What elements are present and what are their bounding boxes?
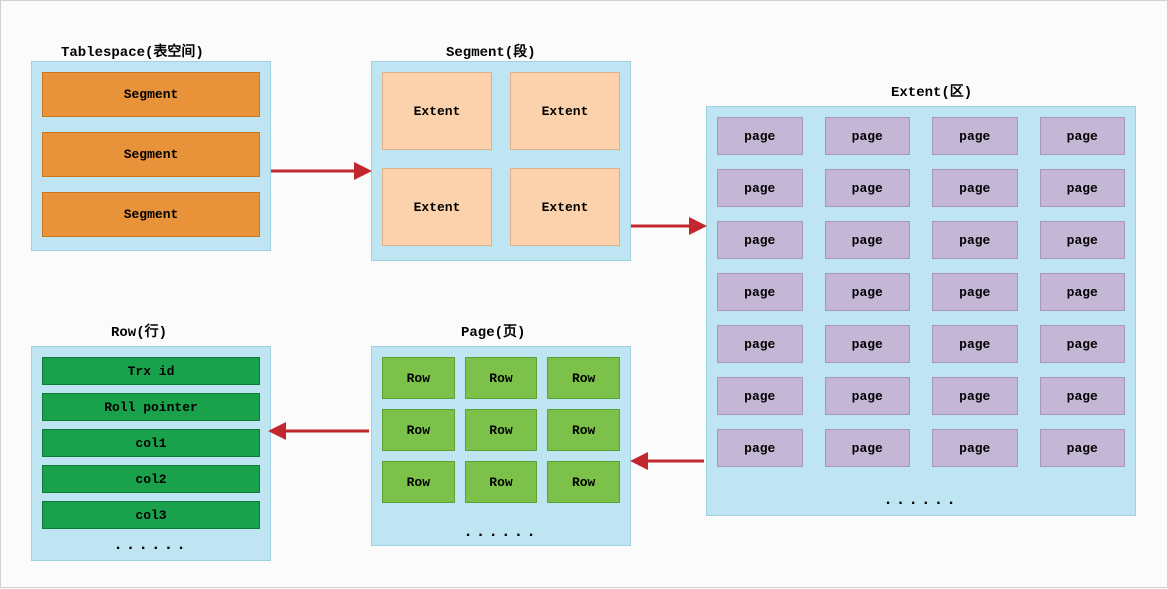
cell: Extent xyxy=(510,72,620,150)
cell: page xyxy=(717,325,803,363)
cell: page xyxy=(932,169,1018,207)
cell: Trx id xyxy=(42,357,260,385)
cell: page xyxy=(1040,429,1126,467)
cell: page xyxy=(825,377,911,415)
cell: Row xyxy=(382,461,455,503)
cell: Row xyxy=(382,409,455,451)
row-box: Trx id Roll pointer col1 col2 col3 ...... xyxy=(31,346,271,561)
cell: page xyxy=(825,273,911,311)
segment-box: ExtentExtentExtentExtent xyxy=(371,61,631,261)
cell: page xyxy=(1040,117,1126,155)
cell: Row xyxy=(465,461,538,503)
segment-grid: ExtentExtentExtentExtent xyxy=(382,72,620,250)
extent-grid: page page page page page page page page page page… xyxy=(717,117,1125,481)
tablespace-grid: Segment Segment Segment xyxy=(42,72,260,240)
extent-title: Extent(区) xyxy=(891,81,972,101)
page-title: Page(页) xyxy=(461,321,525,341)
cell: col2 xyxy=(42,465,260,493)
cell: page xyxy=(825,429,911,467)
cell: page xyxy=(717,377,803,415)
cell: page xyxy=(825,325,911,363)
cell: Segment xyxy=(42,72,260,117)
cell: page xyxy=(932,377,1018,415)
cell: page xyxy=(1040,325,1126,363)
cell: page xyxy=(717,169,803,207)
cell: Row xyxy=(465,409,538,451)
extent-ellipsis: ...... xyxy=(707,491,1135,509)
cell: page xyxy=(825,169,911,207)
cell: page xyxy=(1040,221,1126,259)
cell: Segment xyxy=(42,192,260,237)
cell: page xyxy=(932,117,1018,155)
cell: Extent xyxy=(510,168,620,246)
cell: Extent xyxy=(382,72,492,150)
page-grid: RowRowRowRowRowRowRowRowRow xyxy=(382,357,620,515)
extent-box: page page page page page page page page page page… xyxy=(706,106,1136,516)
row-grid: Trx id Roll pointer col1 col2 col3 xyxy=(42,357,260,530)
cell: col1 xyxy=(42,429,260,457)
cell: page xyxy=(932,221,1018,259)
cell: page xyxy=(932,325,1018,363)
cell: page xyxy=(717,117,803,155)
cell: Row xyxy=(382,357,455,399)
cell: col3 xyxy=(42,501,260,529)
cell: page xyxy=(717,273,803,311)
row-ellipsis: ...... xyxy=(32,536,270,554)
diagram-canvas: Tablespace(表空间) Segment Segment Segment Se… xyxy=(0,0,1168,588)
cell: Row xyxy=(547,357,620,399)
cell: page xyxy=(932,273,1018,311)
page-ellipsis: ...... xyxy=(372,523,630,541)
segment-title: Segment(段) xyxy=(446,41,536,61)
cell: page xyxy=(717,221,803,259)
cell: page xyxy=(1040,377,1126,415)
cell: Extent xyxy=(382,168,492,246)
tablespace-title: Tablespace(表空间) xyxy=(61,41,204,61)
row-title: Row(行) xyxy=(111,321,167,341)
cell: Row xyxy=(465,357,538,399)
cell: Roll pointer xyxy=(42,393,260,421)
cell: Row xyxy=(547,409,620,451)
cell: page xyxy=(1040,273,1126,311)
page-box: RowRowRowRowRowRowRowRowRow ...... xyxy=(371,346,631,546)
cell: page xyxy=(825,221,911,259)
cell: page xyxy=(717,429,803,467)
cell: Row xyxy=(547,461,620,503)
cell: page xyxy=(932,429,1018,467)
tablespace-box: Segment Segment Segment xyxy=(31,61,271,251)
cell: page xyxy=(1040,169,1126,207)
cell: Segment xyxy=(42,132,260,177)
cell: page xyxy=(825,117,911,155)
